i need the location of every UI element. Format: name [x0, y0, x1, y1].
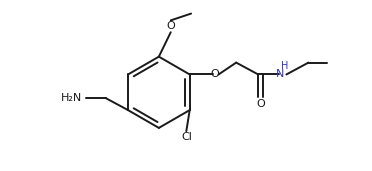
- Text: O: O: [166, 21, 175, 31]
- Text: Cl: Cl: [181, 132, 192, 142]
- Text: N: N: [276, 69, 285, 80]
- Text: O: O: [211, 69, 219, 80]
- Text: H: H: [280, 61, 288, 71]
- Text: H₂N: H₂N: [61, 93, 82, 103]
- Text: O: O: [256, 99, 265, 109]
